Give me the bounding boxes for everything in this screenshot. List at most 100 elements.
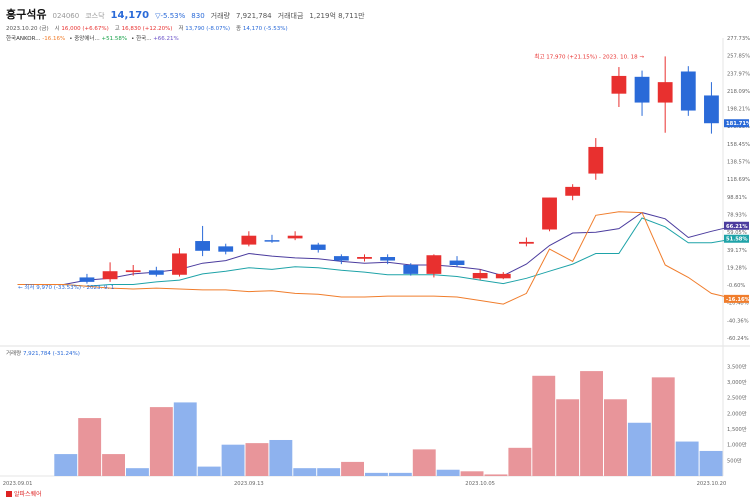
volume-section-label: 거래량 7,921,784 (-31.24%): [6, 351, 80, 357]
ohlc-info: 2023.10.20 (금) 시 16,000 (+6.67%) 고 16,83…: [6, 24, 288, 32]
volume-bar: [317, 468, 341, 476]
min-price-annotation: ← 최저 9,970 (-33.53%) - 2023. 9. 1: [18, 283, 114, 291]
volume-y-tick: 3,000만: [727, 378, 747, 386]
y-tick-label: 19.28%: [727, 265, 747, 271]
y-tick-label: 98.81%: [727, 195, 747, 201]
volume-bar: [699, 450, 723, 476]
volume-bar: [221, 444, 245, 476]
legend-item-jungang[interactable]: • 중앙에너... +51.58%: [69, 36, 128, 42]
amount-value: 1,219억 8,711만: [309, 12, 365, 20]
candle-body: [380, 257, 396, 261]
y-tick-label: -0.60%: [727, 283, 745, 289]
volume-bar: [412, 449, 436, 476]
volume-bar: [149, 407, 173, 476]
x-tick-label: 2023.10.20: [697, 481, 727, 487]
compare-legend: 한국ANKOR... -16.16% • 중앙에너... +51.58% • 한…: [6, 34, 179, 42]
open-value: 16,000 (+6.67%): [61, 26, 109, 32]
purple-tag-bg: [724, 221, 749, 230]
stock-header: 흥구석유 024060 코스닥 14,170 ▽-5.53% 830 거래량 7…: [6, 6, 365, 21]
y-tick-label: 257.85%: [727, 54, 750, 60]
y-tick-label: 158.45%: [727, 142, 750, 148]
volume-y-tick: 500만: [727, 456, 742, 464]
candle-body: [472, 272, 488, 279]
y-tick-label: 277.73%: [727, 36, 750, 42]
volume-bar: [556, 399, 580, 476]
price-tag-bg: [724, 119, 749, 128]
amount-label: 거래대금: [277, 12, 304, 20]
candle-body: [634, 76, 650, 103]
candle-body: [403, 264, 419, 274]
close-label: 종: [236, 26, 242, 32]
volume-bar: [627, 422, 651, 476]
volume-bar: [341, 461, 364, 476]
volume-bar: [245, 443, 269, 476]
y-tick-label: 78.93%: [727, 212, 747, 218]
y-tick-label: 178.33%: [727, 124, 750, 130]
series-line-line_orange: [17, 211, 735, 305]
candle-body: [449, 260, 465, 265]
volume-bar: [675, 441, 699, 476]
y-tick-label: -40.36%: [727, 318, 749, 324]
y-tick-label: 39.17%: [727, 248, 747, 254]
x-tick-label: 2023.09.01: [3, 481, 33, 487]
open-label: 시: [54, 26, 60, 32]
legend-item-ankor[interactable]: 한국ANKOR... -16.16%: [6, 36, 66, 42]
volume-bar: [269, 439, 293, 476]
volume-y-tick: 2,500만: [727, 394, 747, 402]
candle-body: [704, 95, 719, 124]
y-tick-label: 59.05%: [727, 230, 747, 236]
candle-body: [657, 82, 673, 103]
y-tick-label: -60.24%: [727, 336, 749, 342]
volume-bar: [54, 454, 78, 476]
y-tick-label: 218.09%: [727, 89, 750, 95]
candle-body: [680, 71, 696, 111]
price-tag: 181.71%: [726, 121, 750, 127]
candle-body: [542, 197, 557, 230]
y-tick-label: 138.57%: [727, 160, 750, 166]
candle-body: [333, 256, 349, 261]
volume-bar: [126, 468, 149, 476]
ohlc-date: 2023.10.20 (금): [6, 26, 49, 32]
volume-bar: [604, 399, 627, 476]
y-tick-label: 198.21%: [727, 107, 750, 113]
price-change: ▽-5.53%: [155, 12, 186, 20]
y-tick-label: -20.48%: [727, 301, 749, 307]
x-tick-label: 2023.10.05: [465, 481, 495, 487]
teal-tag: 51.58%: [726, 237, 748, 243]
candle-body: [565, 186, 581, 196]
y-tick-label: 237.97%: [727, 71, 750, 77]
candle-body: [495, 273, 511, 279]
orange-tag-bg: [724, 294, 749, 303]
candle-body: [79, 277, 95, 282]
volume-y-tick: 1,000만: [727, 441, 747, 449]
brand-logo-icon: [6, 490, 12, 497]
market-name: 코스닥: [85, 12, 105, 20]
volume-bar: [484, 474, 508, 476]
volume-label: 거래량: [210, 12, 230, 20]
candle-body: [172, 253, 187, 275]
volume-value: 7,921,784: [236, 12, 272, 20]
candle-body: [287, 235, 303, 239]
volume-bar: [580, 371, 603, 476]
stock-name[interactable]: 흥구석유: [6, 8, 47, 21]
volume-bar: [388, 472, 412, 476]
volume-bar: [173, 402, 197, 476]
low-value: 13,790 (-8.07%): [185, 26, 231, 32]
max-price-annotation: 최고 17,970 (+21.15%) - 2023. 10. 18 →: [534, 52, 644, 60]
volume-bar: [532, 375, 556, 476]
candle-body: [357, 257, 372, 259]
legend-item-hanguk[interactable]: • 한국... +66.21%: [131, 36, 179, 42]
candle-body: [218, 246, 234, 252]
orange-tag: -16.16%: [726, 297, 750, 303]
series-line-line_purple: [17, 212, 735, 285]
candle-body: [519, 241, 534, 244]
low-label: 저: [178, 26, 184, 32]
high-label: 고: [114, 26, 120, 32]
candle-body: [125, 270, 141, 273]
candle-body: [102, 271, 118, 280]
volume-y-tick: 1,500만: [727, 425, 747, 433]
candle-body: [195, 241, 210, 251]
series-line-line_teal: [17, 217, 735, 287]
brand-footer[interactable]: 알파스퀘어: [6, 489, 42, 498]
